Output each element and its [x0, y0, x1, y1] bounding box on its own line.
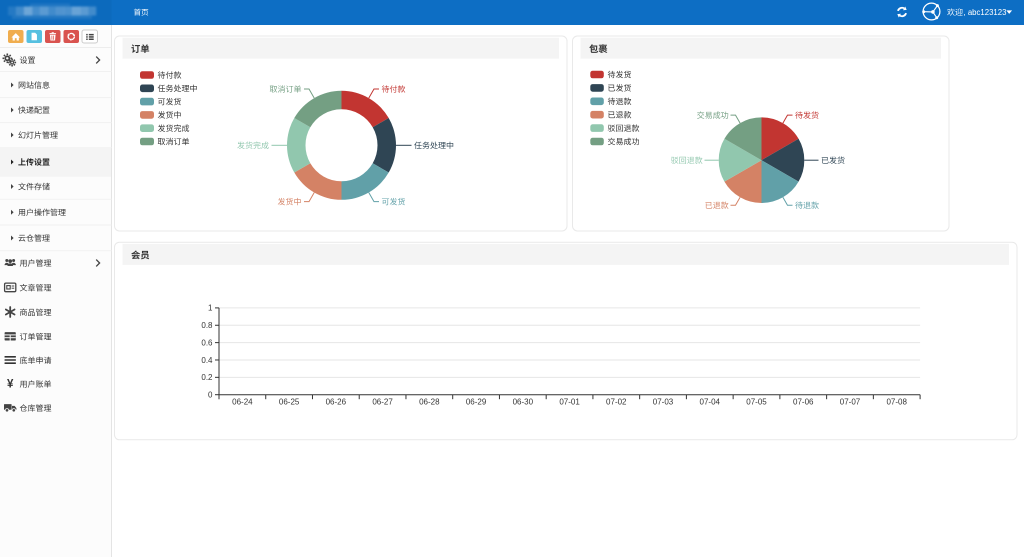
- svg-text:07-04: 07-04: [700, 398, 721, 407]
- svg-text:07-08: 07-08: [886, 398, 907, 407]
- svg-text:07-01: 07-01: [559, 398, 580, 407]
- svg-text:06-29: 06-29: [466, 398, 487, 407]
- svg-text:06-27: 06-27: [372, 398, 393, 407]
- svg-text:07-06: 07-06: [793, 398, 814, 407]
- svg-text:07-07: 07-07: [840, 398, 861, 407]
- svg-text:0.8: 0.8: [201, 321, 213, 330]
- svg-text:0: 0: [208, 391, 213, 400]
- svg-text:1: 1: [208, 304, 213, 313]
- svg-text:0.4: 0.4: [201, 356, 213, 365]
- svg-text:06-30: 06-30: [513, 398, 534, 407]
- svg-text:06-26: 06-26: [326, 398, 347, 407]
- svg-text:06-25: 06-25: [279, 398, 300, 407]
- svg-text:06-28: 06-28: [419, 398, 440, 407]
- svg-text:07-05: 07-05: [746, 398, 767, 407]
- svg-text:¥: ¥: [7, 379, 14, 391]
- svg-text:0.2: 0.2: [201, 373, 213, 382]
- svg-text:0.6: 0.6: [201, 338, 213, 347]
- svg-text:06-24: 06-24: [232, 398, 253, 407]
- svg-text:, abc123123: , abc123123: [964, 8, 1007, 17]
- svg-text:07-02: 07-02: [606, 398, 627, 407]
- svg-text:07-03: 07-03: [653, 398, 674, 407]
